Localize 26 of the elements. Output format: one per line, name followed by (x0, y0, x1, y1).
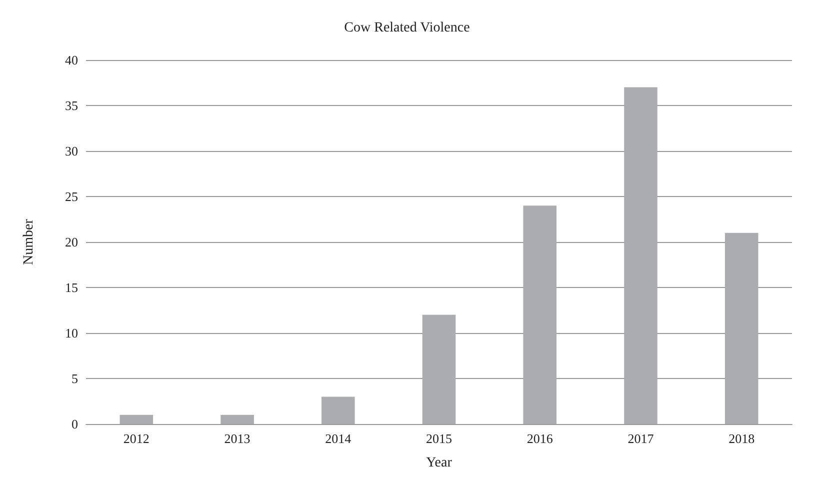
bar (120, 414, 154, 424)
y-tick-label: 20 (65, 234, 78, 250)
y-tick-label: 0 (72, 416, 78, 432)
x-axis-title: Year (426, 456, 452, 470)
bar (523, 206, 556, 424)
bar (422, 314, 456, 424)
x-tick-label: 2013 (224, 431, 250, 446)
y-tick-label: 35 (65, 98, 78, 113)
x-tick-label: 2014 (325, 431, 352, 446)
x-tick-label: 2012 (123, 431, 150, 446)
y-tick-label: 40 (65, 52, 78, 68)
y-tick-label: 5 (72, 371, 78, 386)
bar (724, 232, 758, 424)
y-axis-title: Number (22, 218, 36, 265)
y-tick-label: 25 (65, 189, 78, 204)
x-tick-label: 2018 (728, 431, 755, 446)
bar (220, 414, 254, 424)
x-tick-label: 2017 (628, 431, 654, 446)
bar (322, 396, 355, 424)
x-tick-label: 2016 (526, 431, 554, 446)
y-tick-label: 30 (65, 144, 78, 158)
x-tick-label: 2015 (426, 431, 452, 446)
y-tick-label: 15 (65, 280, 78, 295)
y-tick-label: 10 (65, 326, 78, 340)
chart-title: Cow Related Violence (344, 20, 470, 36)
bar (624, 87, 658, 424)
